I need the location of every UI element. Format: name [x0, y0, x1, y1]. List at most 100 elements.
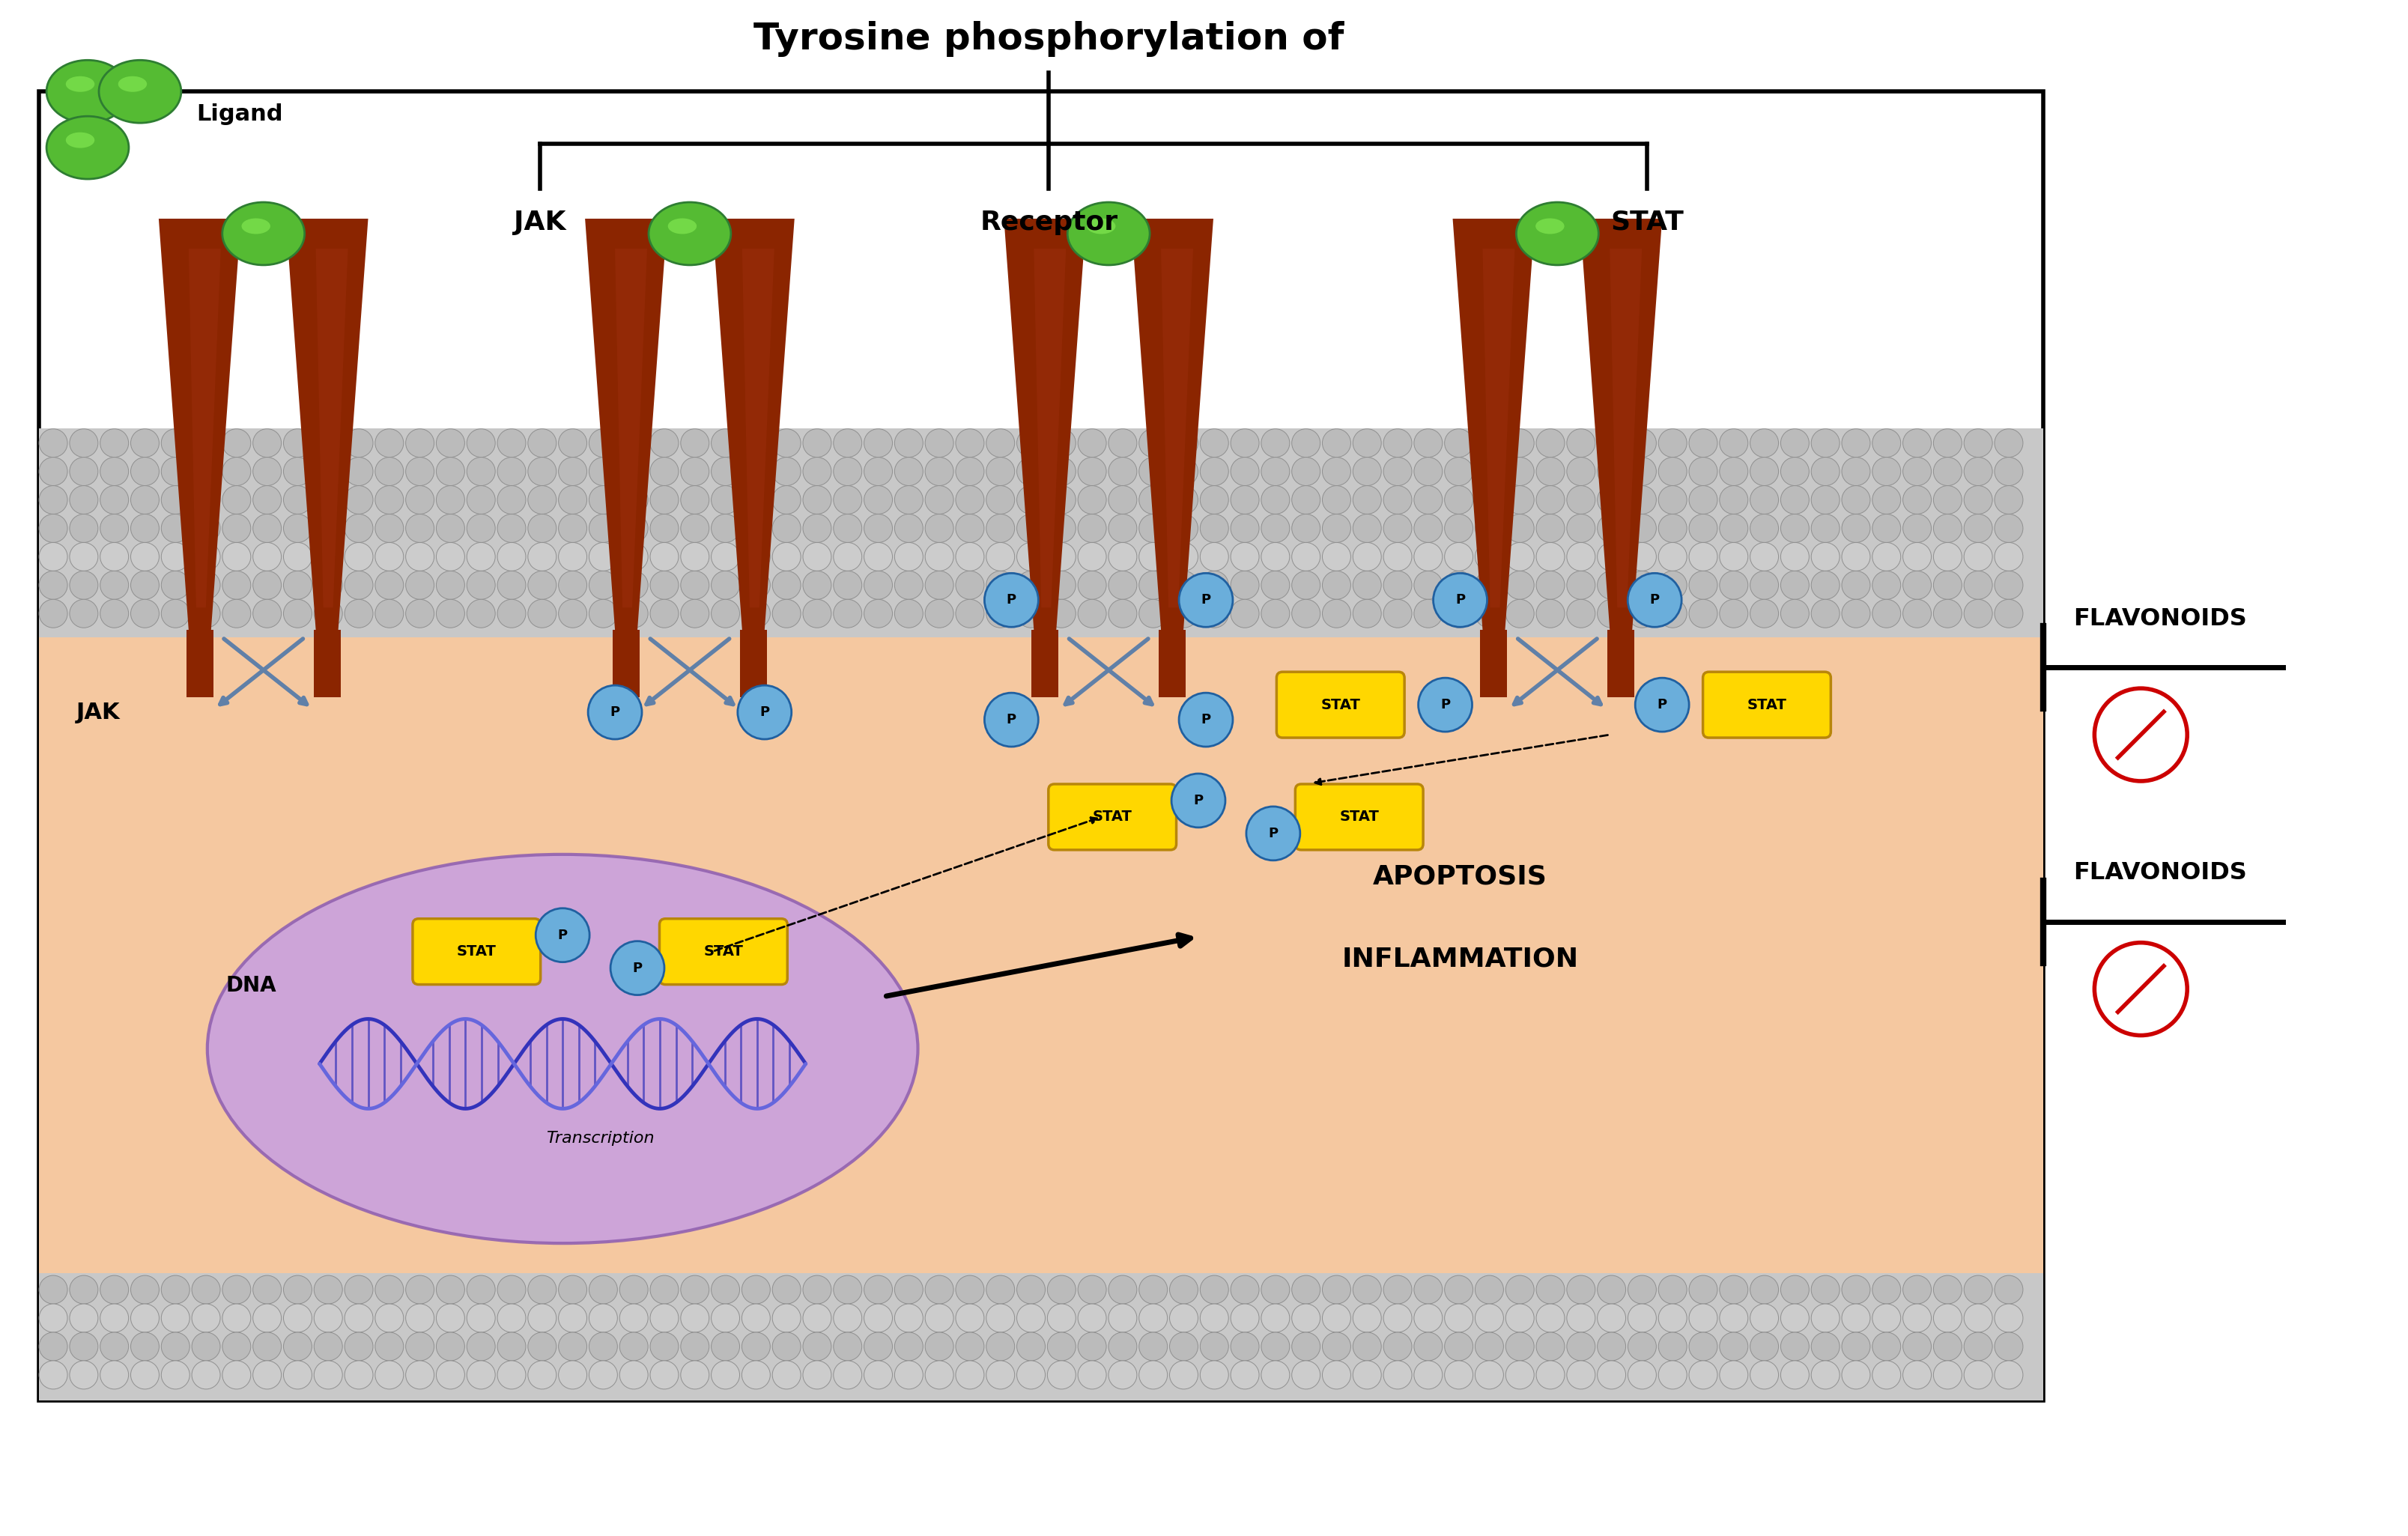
Circle shape	[39, 485, 67, 515]
Circle shape	[987, 1275, 1014, 1304]
Circle shape	[498, 485, 525, 515]
Circle shape	[1108, 458, 1137, 485]
Circle shape	[1230, 542, 1259, 571]
Circle shape	[650, 542, 679, 571]
Circle shape	[1628, 1275, 1657, 1304]
Circle shape	[559, 1275, 588, 1304]
Circle shape	[1902, 571, 1931, 599]
Circle shape	[376, 458, 405, 485]
Circle shape	[1842, 542, 1871, 571]
Circle shape	[313, 1361, 342, 1389]
Circle shape	[1994, 1332, 2023, 1361]
Circle shape	[1842, 1361, 1871, 1389]
Polygon shape	[159, 218, 241, 630]
Circle shape	[773, 1361, 802, 1389]
Circle shape	[742, 542, 771, 571]
Circle shape	[773, 515, 802, 542]
Circle shape	[1811, 1361, 1840, 1389]
Text: P: P	[1269, 826, 1279, 840]
Circle shape	[925, 1332, 954, 1361]
Circle shape	[1568, 1304, 1594, 1332]
Circle shape	[650, 429, 679, 458]
Text: P: P	[1194, 794, 1204, 808]
Circle shape	[1719, 485, 1748, 515]
Circle shape	[864, 485, 893, 515]
Circle shape	[619, 571, 648, 599]
Circle shape	[619, 599, 648, 628]
Circle shape	[833, 1304, 862, 1332]
Circle shape	[833, 571, 862, 599]
Circle shape	[1170, 599, 1197, 628]
Circle shape	[1505, 571, 1534, 599]
Circle shape	[101, 1361, 128, 1389]
Circle shape	[802, 1275, 831, 1304]
Circle shape	[1902, 599, 1931, 628]
Circle shape	[710, 1332, 739, 1361]
Circle shape	[1719, 1332, 1748, 1361]
Circle shape	[802, 599, 831, 628]
Circle shape	[742, 1275, 771, 1304]
Polygon shape	[185, 630, 214, 697]
Circle shape	[1505, 458, 1534, 485]
Circle shape	[802, 571, 831, 599]
Circle shape	[987, 571, 1014, 599]
Circle shape	[619, 429, 648, 458]
Circle shape	[527, 1304, 556, 1332]
Polygon shape	[1158, 630, 1185, 697]
Text: Receptor: Receptor	[980, 210, 1117, 235]
Circle shape	[773, 1275, 802, 1304]
Circle shape	[1291, 542, 1320, 571]
Circle shape	[864, 1361, 893, 1389]
Circle shape	[1413, 542, 1442, 571]
Circle shape	[956, 1275, 985, 1304]
Circle shape	[1108, 1304, 1137, 1332]
Circle shape	[1291, 1361, 1320, 1389]
Circle shape	[1994, 429, 2023, 458]
Circle shape	[193, 1304, 219, 1332]
Circle shape	[1688, 1361, 1717, 1389]
Circle shape	[1445, 1304, 1474, 1332]
Circle shape	[161, 1332, 190, 1361]
Circle shape	[284, 571, 313, 599]
Circle shape	[1635, 677, 1688, 731]
Circle shape	[1659, 1361, 1688, 1389]
Circle shape	[1873, 485, 1900, 515]
Text: INFLAMMATION: INFLAMMATION	[1341, 946, 1580, 972]
Circle shape	[985, 573, 1038, 627]
Text: P: P	[1454, 593, 1464, 607]
Circle shape	[1139, 515, 1168, 542]
Circle shape	[1230, 1275, 1259, 1304]
Circle shape	[313, 458, 342, 485]
Circle shape	[101, 599, 128, 628]
Circle shape	[1842, 458, 1871, 485]
Circle shape	[527, 599, 556, 628]
Circle shape	[1199, 429, 1228, 458]
Circle shape	[802, 1361, 831, 1389]
Circle shape	[1445, 1275, 1474, 1304]
Circle shape	[710, 571, 739, 599]
FancyBboxPatch shape	[1296, 783, 1423, 849]
Circle shape	[864, 458, 893, 485]
Circle shape	[130, 1304, 159, 1332]
Circle shape	[1659, 515, 1688, 542]
Circle shape	[802, 429, 831, 458]
Circle shape	[650, 1275, 679, 1304]
Circle shape	[1262, 1304, 1291, 1332]
Circle shape	[1262, 458, 1291, 485]
Circle shape	[1139, 542, 1168, 571]
Circle shape	[467, 1304, 496, 1332]
Circle shape	[436, 515, 465, 542]
Circle shape	[1262, 571, 1291, 599]
Circle shape	[956, 485, 985, 515]
Circle shape	[1445, 599, 1474, 628]
Circle shape	[925, 485, 954, 515]
Circle shape	[681, 599, 708, 628]
Circle shape	[1413, 485, 1442, 515]
Circle shape	[1170, 542, 1197, 571]
Text: STAT: STAT	[1611, 210, 1683, 235]
Circle shape	[1934, 542, 1963, 571]
Circle shape	[2095, 943, 2186, 1035]
Circle shape	[1965, 1275, 1991, 1304]
Circle shape	[1016, 458, 1045, 485]
Polygon shape	[188, 249, 222, 608]
